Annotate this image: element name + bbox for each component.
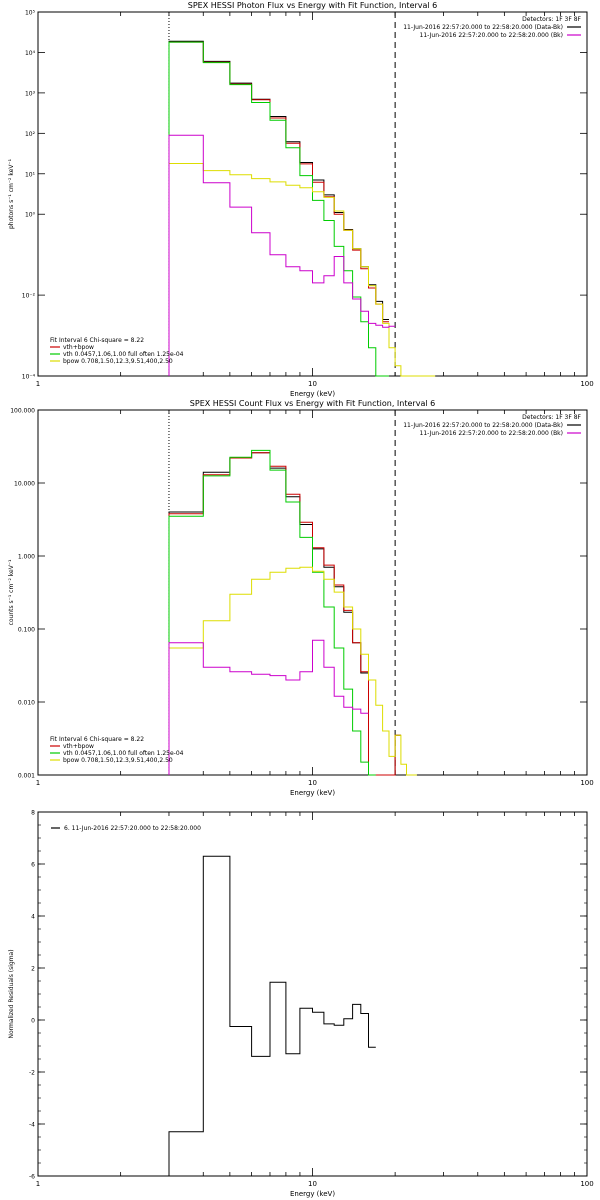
x-axis-label: Energy (keV) [290, 1190, 335, 1198]
header-interval: 11-Jun-2016 22:57:20.000 to 22:58:20.000… [403, 422, 563, 429]
y-tick-label: 10⁻⁴ [22, 374, 36, 381]
legend-label: vth 0.0457,1.06,1.00 full often 1.25e-04 [63, 750, 184, 757]
legend-label: vth+bpow [63, 743, 94, 750]
y-tick-label: -4 [29, 1122, 35, 1129]
y-axis-label: photons s⁻¹ cm⁻² keV⁻¹ [8, 158, 15, 229]
series-line-vth [168, 449, 376, 776]
y-tick-label: -2 [29, 1070, 35, 1077]
y-tick-label: -6 [29, 1174, 35, 1181]
legend-title: Fit Interval 6 Chi-square = 8.22 [50, 736, 144, 743]
y-tick-label: 1.000 [18, 554, 35, 561]
x-axis-label: Energy (keV) [290, 789, 335, 797]
x-tick-label: 10 [308, 1180, 317, 1188]
series-line-6-11-jun-2016-22-57-20-000-to-22-58-20-000 [168, 855, 376, 1176]
y-tick-label: 10⁴ [25, 50, 36, 57]
legend-label: vth+bpow [63, 344, 94, 351]
x-tick-label: 1 [36, 380, 40, 388]
y-tick-label: 10⁰ [25, 212, 36, 219]
x-tick-label: 1 [36, 1180, 40, 1188]
legend-title: Fit Interval 6 Chi-square = 8.22 [50, 337, 144, 344]
y-tick-label: 6 [31, 862, 35, 869]
plot-frame [37, 409, 588, 776]
x-tick-label: 100 [580, 1180, 593, 1188]
series-line-vth [168, 41, 389, 377]
y-tick-label: 10.000 [14, 481, 35, 488]
x-tick-label: 100 [580, 380, 593, 388]
header-detectors: Detectors: 1F 3F 8F [522, 16, 581, 23]
series-line-bpow [168, 566, 417, 776]
plot-frame [37, 811, 588, 1177]
y-tick-label: 100.000 [10, 408, 35, 415]
y-tick-label: 8 [31, 810, 35, 817]
x-axis-label: Energy (keV) [290, 390, 335, 398]
x-tick-label: 10 [308, 779, 317, 787]
y-tick-label: 0.010 [18, 700, 35, 707]
y-tick-label: 2 [31, 966, 35, 973]
x-tick-label: 1 [36, 779, 40, 787]
series-line-vth-bpow [168, 41, 389, 376]
header-interval: 11-Jun-2016 22:57:20.000 to 22:58:20.000… [420, 430, 563, 437]
y-tick-label: 10² [25, 131, 36, 138]
y-tick-label: 4 [31, 914, 35, 921]
y-tick-label: 10⁻² [22, 293, 36, 300]
series-line-bpow [168, 163, 436, 377]
series-line-background [168, 134, 396, 376]
series-line-background [168, 639, 369, 775]
header-interval: 11-Jun-2016 22:57:20.000 to 22:58:20.000… [403, 24, 563, 31]
header-interval: 11-Jun-2016 22:57:20.000 to 22:58:20.000… [420, 32, 563, 39]
x-tick-label: 10 [308, 380, 317, 388]
y-axis-label: Normalized Residuals (sigma) [8, 949, 15, 1038]
legend-label: 6. 11-Jun-2016 22:57:20.000 to 22:58:20.… [64, 825, 201, 832]
y-tick-label: 0.001 [18, 773, 35, 780]
y-tick-label: 10¹ [25, 171, 36, 178]
legend-label: bpow 0.708,1.50,12.3,9.51,400,2.50 [63, 757, 173, 764]
chart-title: SPEX HESSI Count Flux vs Energy with Fit… [190, 399, 435, 408]
header-detectors: Detectors: 1F 3F 8F [522, 414, 581, 421]
y-tick-label: 0 [31, 1018, 35, 1025]
y-tick-label: 0.100 [18, 627, 35, 634]
y-tick-label: 10³ [25, 90, 36, 97]
series-line-data [168, 40, 389, 376]
y-axis-label: counts s⁻¹ cm⁻² keV⁻¹ [8, 559, 15, 625]
chart-title: SPEX HESSI Photon Flux vs Energy with Fi… [188, 1, 438, 10]
legend-label: bpow 0.708,1.50,12.3,9.51,400,2.50 [63, 358, 173, 365]
y-tick-label: 10⁵ [25, 10, 36, 17]
x-tick-label: 100 [580, 779, 593, 787]
legend-label: vth 0.0457,1.06,1.00 full often 1.25e-04 [63, 351, 184, 358]
